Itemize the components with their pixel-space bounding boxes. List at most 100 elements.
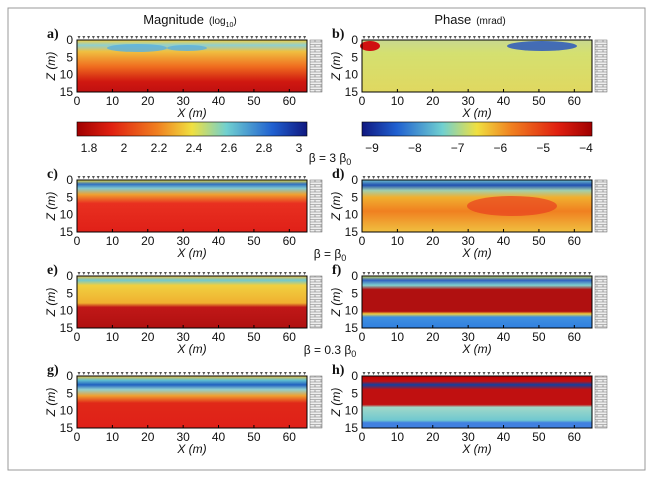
electrode <box>439 372 443 375</box>
electrode <box>554 272 558 275</box>
electrode <box>424 372 428 375</box>
electrode <box>303 372 307 375</box>
text-part: Magnitude <box>143 12 204 27</box>
electrode <box>207 372 211 375</box>
electrode <box>274 176 278 179</box>
electrode <box>501 36 505 39</box>
x-tick-label: 60 <box>568 430 582 444</box>
electrode <box>487 176 491 179</box>
z-tick-label: 0 <box>66 269 73 283</box>
electrode <box>372 176 376 179</box>
electrode <box>255 36 259 39</box>
electrode <box>101 272 105 275</box>
electrode <box>139 372 143 375</box>
electrode <box>207 36 211 39</box>
electrode <box>405 36 409 39</box>
electrode <box>91 176 95 179</box>
x-tick-label: 50 <box>247 94 261 108</box>
electrode <box>154 36 158 39</box>
electrode <box>535 176 539 179</box>
electrode <box>396 36 400 39</box>
text-part: β = 0.3 β <box>304 343 352 357</box>
electrode <box>173 36 177 39</box>
electrode <box>530 372 534 375</box>
electrode <box>439 36 443 39</box>
electrode <box>578 272 582 275</box>
electrode <box>386 272 390 275</box>
electrode <box>235 372 239 375</box>
electrode <box>283 272 287 275</box>
electrode <box>372 36 376 39</box>
electrode <box>367 372 371 375</box>
electrode <box>492 36 496 39</box>
electrode <box>298 372 302 375</box>
electrode <box>139 36 143 39</box>
electrode <box>245 176 249 179</box>
electrode <box>588 372 592 375</box>
text-part: (mrad) <box>476 16 505 27</box>
electrode <box>231 272 235 275</box>
electrode <box>578 36 582 39</box>
electrode <box>573 372 577 375</box>
z-tick-label: 15 <box>345 321 359 335</box>
heatmap <box>77 180 307 232</box>
z-tick-label: 10 <box>60 208 74 222</box>
electrode <box>303 176 307 179</box>
x-tick-label: 10 <box>391 94 405 108</box>
panel-label: a) <box>47 27 59 42</box>
electrode <box>410 372 414 375</box>
electrode <box>250 272 254 275</box>
electrode <box>197 372 201 375</box>
electrode <box>106 372 110 375</box>
x-tick-label: 50 <box>247 330 261 344</box>
column-title: Phase (mrad) <box>434 12 505 27</box>
electrode <box>362 272 366 275</box>
electrode <box>163 176 167 179</box>
electrode <box>221 36 225 39</box>
electrode <box>511 36 515 39</box>
electrode <box>554 36 558 39</box>
electrode <box>293 372 297 375</box>
electrode <box>549 272 553 275</box>
electrode <box>298 272 302 275</box>
electrode <box>87 176 91 179</box>
axes-box <box>361 179 593 233</box>
z-tick-label: 5 <box>351 190 358 204</box>
heatmap <box>362 376 592 428</box>
electrode <box>376 372 380 375</box>
x-tick-label: 20 <box>426 234 440 248</box>
x-tick-label: 40 <box>497 94 511 108</box>
z-axis-label: Z (m) <box>44 288 58 318</box>
x-tick-label: 0 <box>359 430 366 444</box>
electrode <box>207 272 211 275</box>
axes-box <box>76 179 308 233</box>
electrode <box>149 272 153 275</box>
electrode <box>87 372 91 375</box>
electrode <box>458 272 462 275</box>
electrode <box>235 176 239 179</box>
z-tick-label: 0 <box>351 33 358 47</box>
electrode <box>506 36 510 39</box>
electrode <box>168 272 172 275</box>
electrode <box>130 36 134 39</box>
electrode <box>573 272 577 275</box>
electrode <box>501 176 505 179</box>
x-tick-label: 0 <box>359 94 366 108</box>
electrode <box>111 36 115 39</box>
anomaly <box>507 41 577 51</box>
x-tick-label: 0 <box>74 430 81 444</box>
electrode <box>163 372 167 375</box>
electrode <box>255 372 259 375</box>
electrode <box>101 372 105 375</box>
electrode <box>216 176 220 179</box>
electrode <box>274 372 278 375</box>
electrode <box>211 372 215 375</box>
x-tick-label: 60 <box>568 94 582 108</box>
electrode <box>578 176 582 179</box>
axes-box <box>361 275 593 329</box>
heatmap <box>77 376 307 428</box>
x-tick-label: 0 <box>359 234 366 248</box>
text-part: β = β <box>314 247 342 261</box>
electrode <box>544 36 548 39</box>
x-tick-label: 10 <box>391 330 405 344</box>
